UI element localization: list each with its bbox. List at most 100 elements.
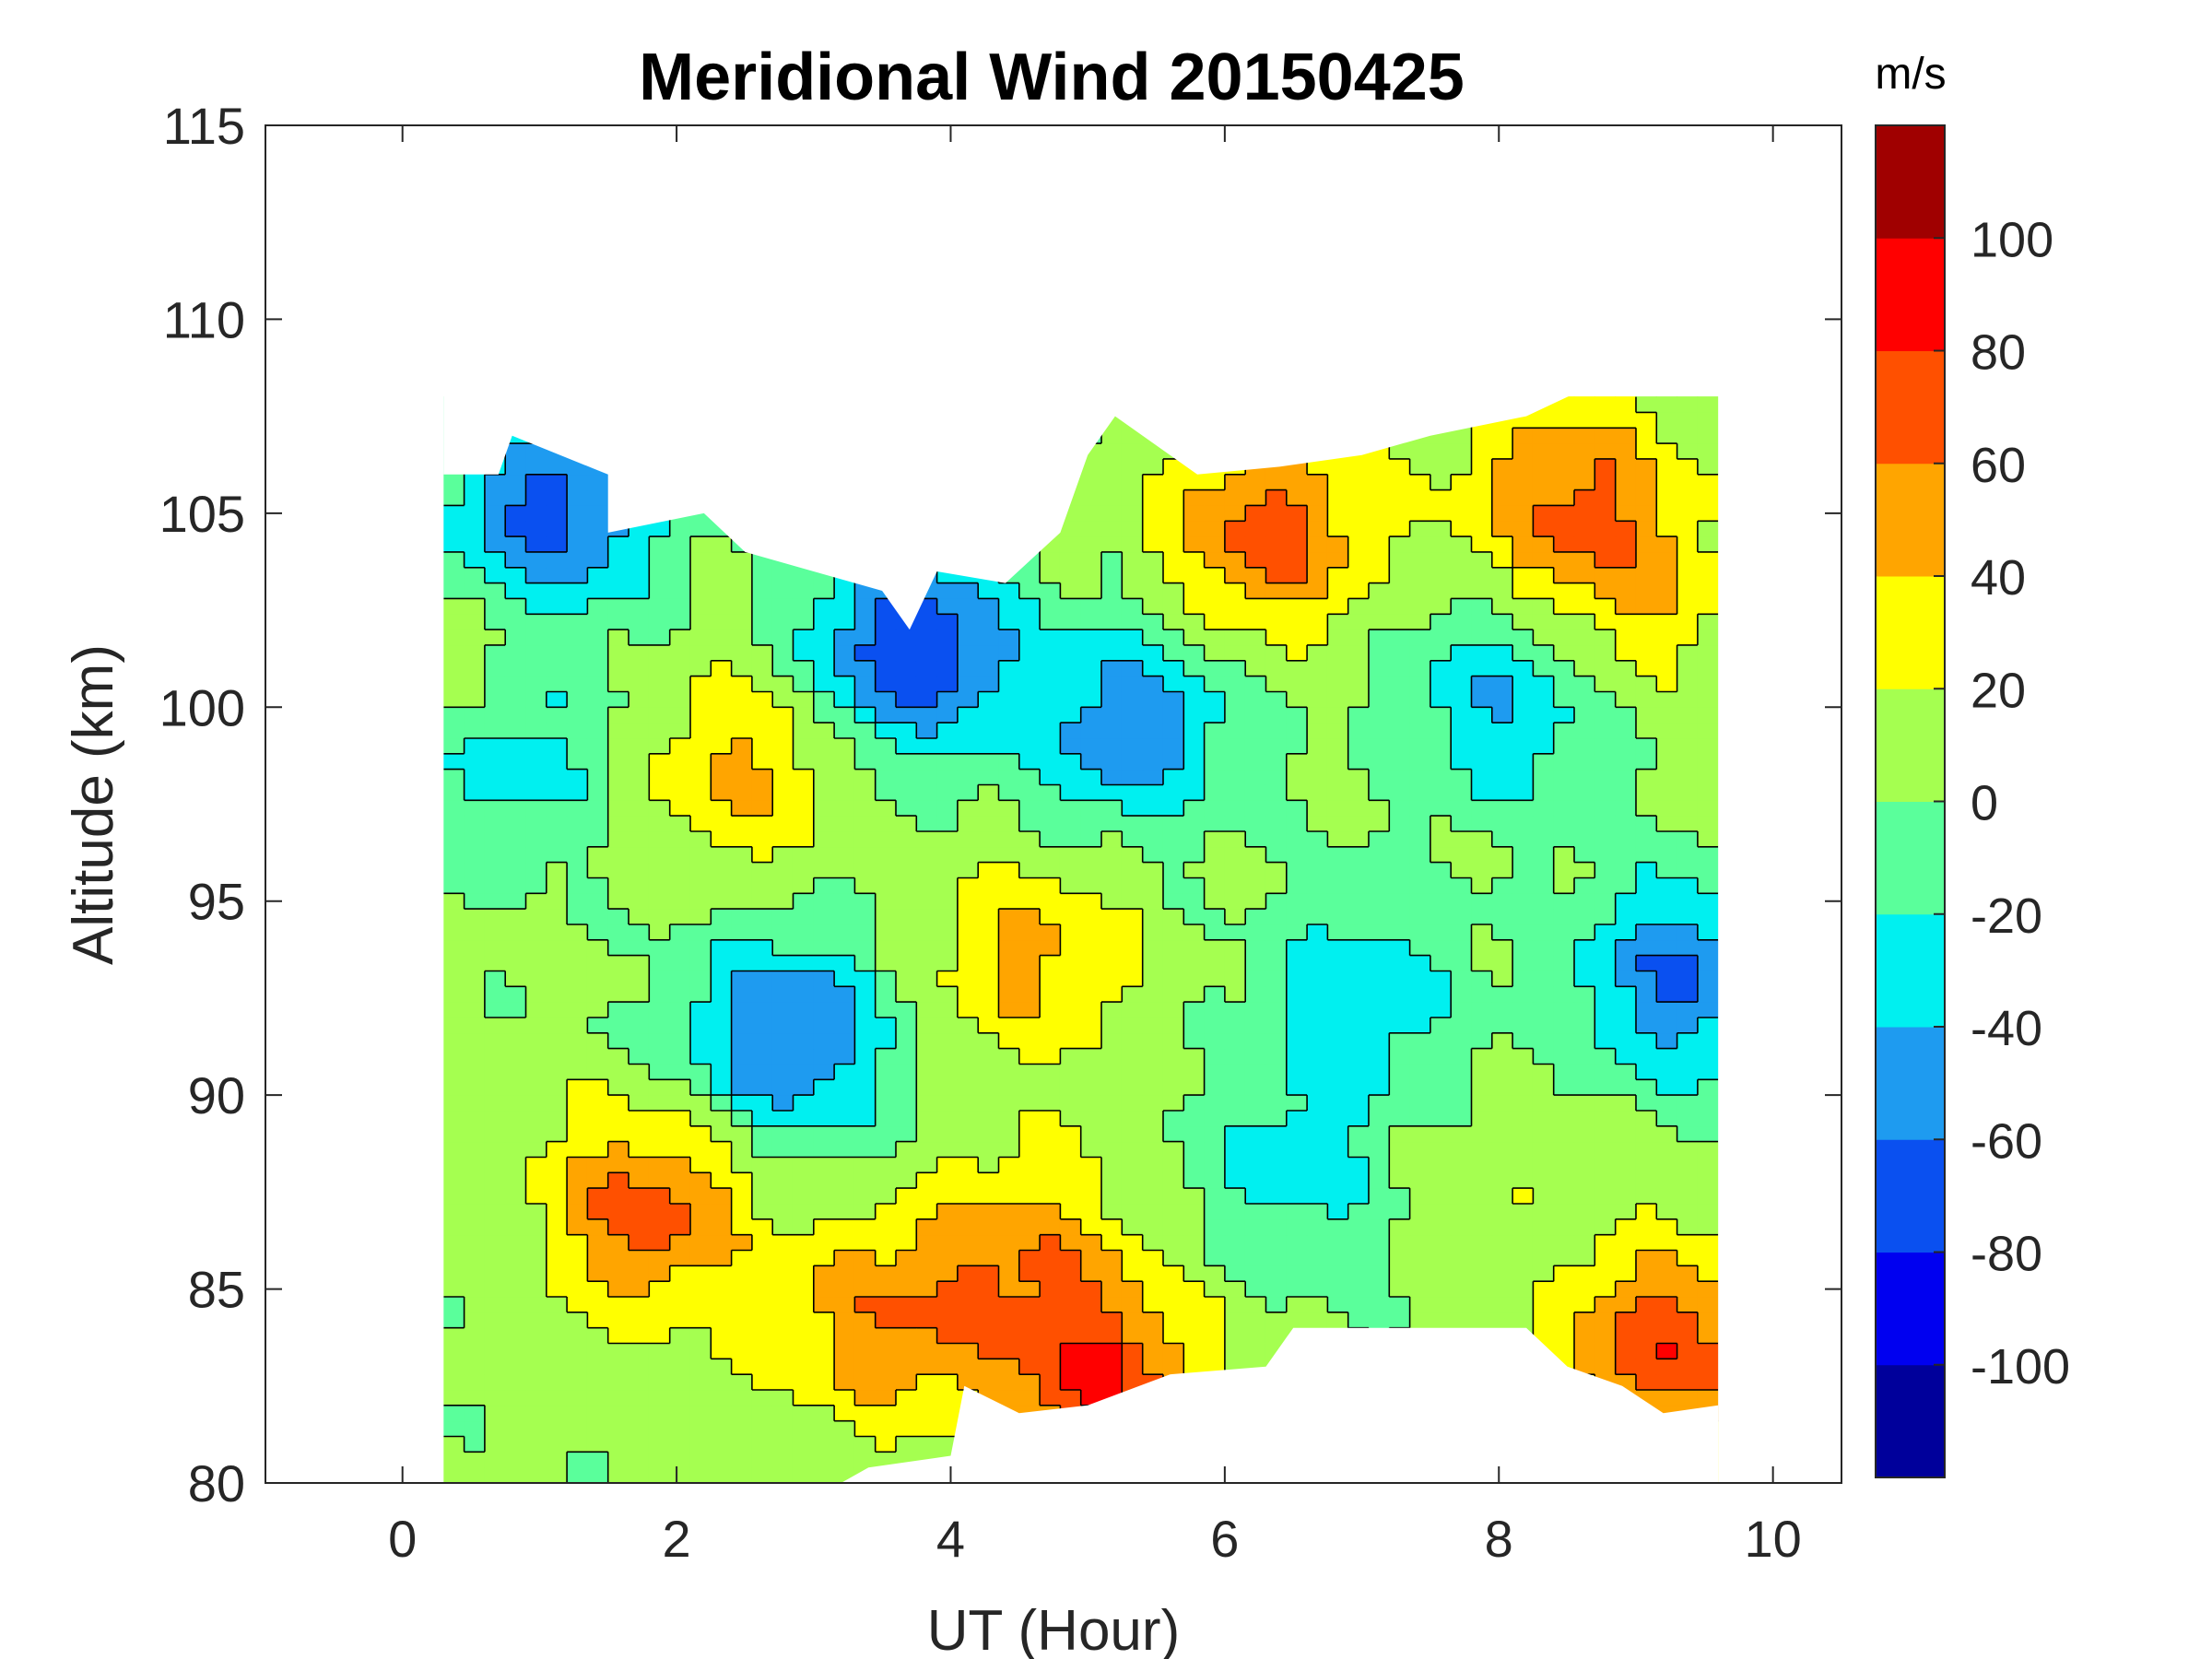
field-cell: [1697, 582, 1719, 599]
field-cell: [1306, 597, 1328, 615]
field-cell: [1573, 504, 1595, 522]
field-cell: [1244, 862, 1266, 878]
field-cell: [1059, 1032, 1082, 1050]
field-cell: [915, 1420, 938, 1437]
field-cell: [936, 1234, 959, 1251]
field-cell: [1491, 1312, 1513, 1329]
field-cell: [1655, 1249, 1678, 1266]
field-cell: [1224, 1342, 1246, 1359]
field-cell: [546, 970, 568, 987]
field-cell: [689, 970, 712, 987]
field-cell: [1388, 1001, 1411, 1018]
field-cell: [915, 1389, 938, 1406]
field-cell: [771, 1141, 794, 1158]
field-cell: [1265, 520, 1288, 537]
field-cell: [1491, 924, 1513, 941]
field-cell: [751, 1017, 773, 1034]
field-cell: [1182, 1032, 1206, 1050]
field-cell: [1347, 783, 1370, 801]
field-cell: [1039, 1312, 1061, 1329]
field-cell: [1697, 753, 1719, 771]
field-cell: [1677, 985, 1699, 1003]
field-cell: [1347, 1249, 1370, 1266]
field-cell: [1677, 597, 1699, 615]
field-cell: [731, 551, 753, 569]
field-cell: [1142, 1032, 1164, 1050]
field-cell: [751, 582, 773, 599]
field-cell: [669, 1296, 691, 1313]
field-cell: [1388, 1078, 1411, 1096]
field-cell: [1018, 877, 1041, 894]
field-cell: [607, 567, 629, 584]
field-cell: [1388, 815, 1411, 832]
field-cell: [1553, 489, 1575, 506]
field-cell: [1244, 1342, 1266, 1359]
field-cell: [875, 1063, 897, 1080]
field-cell: [504, 1063, 527, 1080]
field-cell: [669, 520, 691, 537]
field-cell: [1553, 676, 1575, 692]
field-cell: [1347, 1203, 1370, 1220]
field-cell: [1059, 1265, 1082, 1282]
field-cell: [1059, 799, 1082, 817]
field-cell: [442, 1389, 465, 1406]
field-cell: [1655, 1125, 1678, 1143]
field-cell: [442, 1342, 465, 1359]
field-cell: [1635, 970, 1657, 987]
field-cell: [1573, 396, 1595, 413]
field-cell: [1162, 629, 1184, 646]
field-cell: [607, 722, 629, 739]
field-cell: [1080, 1218, 1102, 1236]
field-cell: [936, 939, 959, 957]
field-cell: [833, 970, 855, 987]
field-cell: [669, 1032, 691, 1050]
field-cell: [915, 1125, 938, 1143]
field-cell: [833, 783, 855, 801]
field-cell: [1162, 1078, 1184, 1096]
field-cell: [813, 1203, 835, 1220]
field-cell: [442, 908, 465, 925]
field-cell: [504, 1187, 527, 1205]
field-cell: [1615, 1017, 1637, 1034]
field-cell: [1655, 939, 1678, 957]
field-cell: [957, 939, 979, 957]
field-cell: [1286, 1312, 1308, 1329]
field-cell: [1306, 458, 1328, 476]
field-cell: [1347, 1017, 1370, 1034]
field-cell: [1594, 1280, 1617, 1298]
field-cell: [546, 1280, 568, 1298]
field-cell: [751, 1265, 773, 1282]
field-cell: [566, 939, 588, 957]
field-cell: [771, 1405, 794, 1422]
field-cell: [484, 597, 506, 615]
field-cell: [1471, 1296, 1493, 1313]
field-cell: [525, 1094, 547, 1112]
field-cell: [1388, 737, 1411, 755]
field-cell: [1573, 1171, 1595, 1189]
field-cell: [566, 1327, 588, 1344]
y-tick-label: 80: [188, 1454, 245, 1512]
field-cell: [1471, 1078, 1493, 1096]
field-cell: [1635, 597, 1657, 615]
field-cell: [998, 1141, 1020, 1158]
field-cell: [648, 629, 671, 646]
field-cell: [1471, 955, 1493, 971]
field-cell: [648, 1420, 671, 1437]
field-cell: [731, 1296, 753, 1313]
field-cell: [1347, 877, 1370, 894]
field-cell: [957, 877, 979, 894]
field-cell: [998, 769, 1020, 785]
field-cell: [833, 706, 855, 724]
field-cell: [525, 1017, 547, 1034]
field-cell: [607, 1280, 629, 1298]
field-cell: [1326, 1048, 1349, 1065]
field-cell: [504, 1156, 527, 1173]
field-cell: [998, 970, 1020, 987]
field-cell: [1326, 1280, 1349, 1298]
field-cell: [1018, 567, 1041, 584]
field-cell: [1615, 396, 1637, 413]
field-cell: [915, 955, 938, 971]
field-cell: [1162, 1296, 1184, 1313]
field-cell: [689, 1389, 712, 1406]
field-cell: [731, 1218, 753, 1236]
